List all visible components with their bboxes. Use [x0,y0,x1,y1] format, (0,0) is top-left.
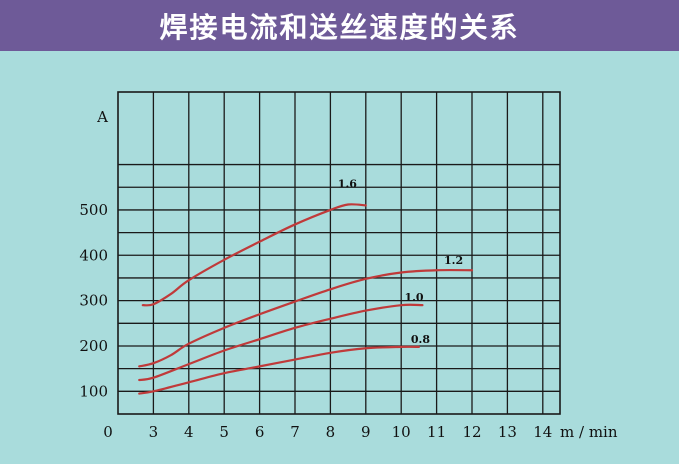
x-tick-label: 4 [184,423,194,441]
y-axis-label: A [96,108,108,126]
x-tick-label: 14 [533,423,552,441]
chart-area: 0 3 4 5 6 7 8 9 10 11 12 13 14 m / min 100 200 300 400 500… [0,51,679,460]
x-tick-label: 11 [427,423,446,441]
title-banner: 焊接电流和送丝速度的关系 [0,0,679,51]
x-tick-label: 8 [326,423,336,441]
x-tick-label: 9 [361,423,371,441]
x-tick-label: 5 [219,423,229,441]
y-tick-label: 100 [79,382,108,400]
series-line-1-0 [138,303,424,382]
x-tick-label: 6 [255,423,265,441]
x-tick-label: 13 [498,423,517,441]
series-line-0-8 [138,345,420,395]
y-tick-label: 300 [79,292,108,310]
series-label-0-8: 0.8 [411,333,430,346]
x-tick-label: 12 [462,423,481,441]
x-tick-label: 7 [290,423,300,441]
chart-grid [117,91,561,415]
chart-svg: 0 3 4 5 6 7 8 9 10 11 12 13 14 m / min 100 200 300 400 500… [79,91,618,441]
y-tick-label: 200 [79,337,108,355]
series-label-1-0: 1.0 [404,291,423,304]
plot-frame [117,91,561,415]
chart-curves [138,203,474,395]
x-tick-label: 3 [149,423,159,441]
x-tick-label: 10 [392,423,411,441]
series-line-1-6 [141,203,367,307]
chart-labels: 0 3 4 5 6 7 8 9 10 11 12 13 14 m / min 100 200 300 400 500… [79,108,617,441]
chart-title: 焊接电流和送丝速度的关系 [159,10,520,44]
y-tick-label: 400 [79,246,108,264]
series-label-1-6: 1.6 [338,177,357,190]
y-tick-label: 500 [79,201,108,219]
series-line-1-2 [138,268,474,368]
x-tick-label: 0 [103,423,113,441]
x-axis-label: m / min [560,423,618,441]
series-label-1-2: 1.2 [444,254,463,267]
